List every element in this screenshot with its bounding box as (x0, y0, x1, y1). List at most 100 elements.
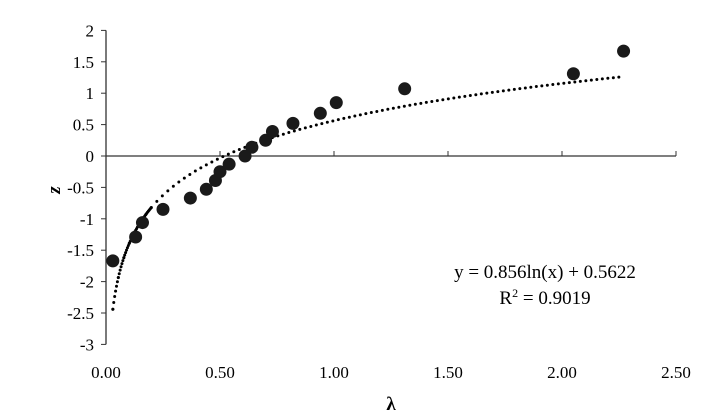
trendline-dot (331, 119, 335, 123)
trendline-dot (123, 253, 127, 257)
trendline-dot (182, 176, 186, 180)
trendline-dot (309, 124, 313, 128)
trendline-dot (320, 122, 324, 126)
trendline-dot (490, 90, 494, 94)
data-point (199, 182, 213, 196)
data-point (398, 82, 412, 96)
data-point (106, 254, 120, 268)
data-point (129, 230, 143, 244)
trendline-dot (292, 129, 296, 133)
trendline-dot (595, 77, 599, 81)
data-point (329, 96, 343, 110)
data-point (222, 157, 236, 171)
trendline-dot (287, 131, 291, 135)
data-point (238, 149, 252, 163)
trendline-dot (584, 79, 588, 83)
trendline-dot (386, 107, 390, 111)
y-tick-label: -3 (80, 335, 94, 354)
trendline-dot (441, 98, 445, 102)
equation-label: y = 0.856ln(x) + 0.5622 (454, 262, 636, 283)
y-tick-label: 1 (86, 84, 95, 103)
y-axis-title: z (44, 186, 65, 195)
trendline-dot (507, 88, 511, 92)
x-tick-label: 1.00 (319, 363, 349, 382)
trendline-dot (149, 206, 153, 210)
trendline-dot (121, 259, 125, 263)
trendline-dot (567, 81, 571, 85)
trendline-dot (358, 113, 362, 117)
trendline-dot (314, 123, 318, 127)
axes: 21.510.50-0.5-1-1.5-2-2.5-30.00 0.50 1.00 1… (67, 21, 691, 382)
trendline-dot (534, 85, 538, 89)
data-point (617, 44, 631, 58)
x-tick-label: 1.50 (433, 363, 463, 382)
trendline-dot (573, 80, 577, 84)
trendline-dot (529, 85, 533, 89)
trendline-dot (177, 180, 181, 184)
data-point (156, 202, 170, 216)
trendline-dot (111, 307, 115, 311)
trendline-dot (118, 268, 122, 272)
data-point (286, 116, 300, 130)
trendline-dot (188, 172, 192, 176)
trendline-dot (210, 160, 214, 164)
trendline-dot (117, 272, 121, 276)
trendline-dot (171, 184, 175, 188)
x-tick-label: 0.50 (205, 363, 235, 382)
trendline-dot (463, 94, 467, 98)
trendline-dot (303, 126, 307, 130)
trendline-dot (120, 262, 124, 266)
trendline-dot (124, 251, 128, 255)
trendline-dot (457, 95, 461, 99)
trendline-dot (523, 86, 527, 90)
r2-label: R2 = 0.9019 (499, 286, 590, 309)
data-point (213, 165, 227, 179)
trendline-dot (325, 120, 329, 124)
y-tick-label: -2.5 (67, 304, 94, 323)
trendline-dot (125, 248, 129, 252)
trendline-dot (617, 75, 621, 79)
trendline-dot (298, 127, 302, 131)
y-tick-label: -1 (80, 210, 94, 229)
trendline-dot (369, 111, 373, 115)
trendline-dot (518, 87, 522, 91)
trendline-dot (474, 93, 478, 97)
trendline-dot (113, 294, 117, 298)
trendline-dot (237, 148, 241, 152)
trendline-dot (479, 92, 483, 96)
data-point (265, 125, 279, 139)
trendline-dot (204, 163, 208, 167)
trendline-dot (430, 99, 434, 103)
trendline-dot (545, 83, 549, 87)
trendline-dot (496, 90, 500, 94)
data-point (183, 191, 197, 205)
trendline-dot (408, 103, 412, 107)
y-tick-label: 0 (86, 147, 95, 166)
trendline-dot (435, 99, 439, 103)
trendline-dot (193, 169, 197, 173)
trendline-dot (166, 189, 170, 193)
x-tick-label: 2.00 (547, 363, 577, 382)
trendline-dot (424, 100, 428, 104)
trendline-dot (226, 152, 230, 156)
trendline-dot (342, 116, 346, 120)
trendline-dot (419, 101, 423, 105)
y-tick-label: -2 (80, 273, 94, 292)
x-axis-title: λ (386, 394, 396, 415)
y-tick-label: -1.5 (67, 241, 94, 260)
data-points (106, 44, 631, 268)
trendline-dot (160, 194, 164, 198)
trendline-dot (501, 89, 505, 93)
y-tick-label: 1.5 (73, 53, 94, 72)
data-point (245, 140, 259, 154)
data-point (566, 67, 580, 81)
trendline-dot (380, 108, 384, 112)
trendline (111, 75, 621, 311)
trendline-dot (512, 87, 516, 91)
trendline-dot (397, 105, 401, 109)
data-point (259, 133, 273, 147)
data-point (313, 106, 327, 120)
trendline-dot (468, 93, 472, 97)
trendline-dot (551, 83, 555, 87)
